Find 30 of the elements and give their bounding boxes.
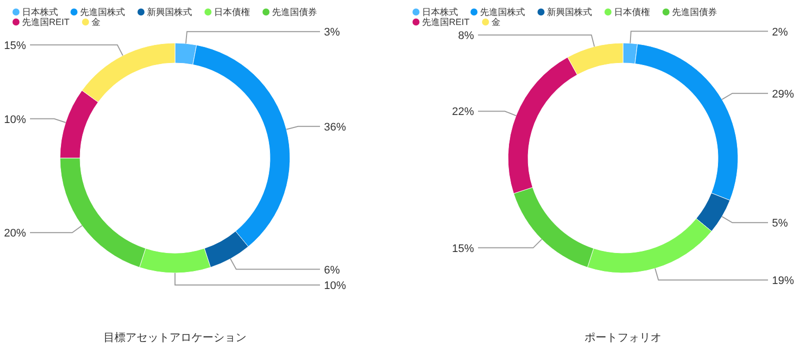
data-label: 29%	[772, 88, 794, 100]
legend-label: 先進国株式	[480, 7, 525, 17]
data-label: 15%	[4, 40, 26, 52]
data-label: 10%	[324, 280, 346, 292]
data-label: 22%	[452, 106, 474, 118]
legend-label: 日本株式	[22, 7, 58, 17]
text: 目標アセットアロケーション	[104, 332, 246, 344]
legend-label: 金	[492, 17, 501, 27]
data-label: 19%	[772, 274, 794, 287]
legend-label: 新興国株式	[547, 7, 592, 17]
data-label: 10%	[4, 114, 26, 126]
legend-label: 日本株式	[422, 7, 458, 17]
data-label: 3%	[324, 26, 340, 39]
legend-label: 先進国債券	[672, 7, 717, 17]
legend-label: 金	[92, 17, 101, 27]
data-label: 6%	[324, 264, 340, 276]
data-label: 20%	[4, 228, 26, 240]
legend-label: 先進国REIT	[22, 17, 70, 27]
legend-label: 先進国債券	[272, 7, 317, 17]
text: ポートフォリオ	[584, 332, 662, 344]
data-label: 5%	[772, 218, 788, 230]
legend-label: 新興国株式	[147, 7, 192, 17]
data-label: 36%	[324, 121, 346, 134]
legend-label: 先進国株式	[80, 7, 125, 17]
legend-label: 日本債権	[214, 7, 250, 17]
data-label: 15%	[452, 242, 474, 255]
legend-label: 日本債権	[614, 7, 650, 17]
data-label: 2%	[772, 26, 788, 38]
legend-label: 先進国REIT	[422, 17, 470, 27]
data-label: 8%	[458, 30, 474, 42]
